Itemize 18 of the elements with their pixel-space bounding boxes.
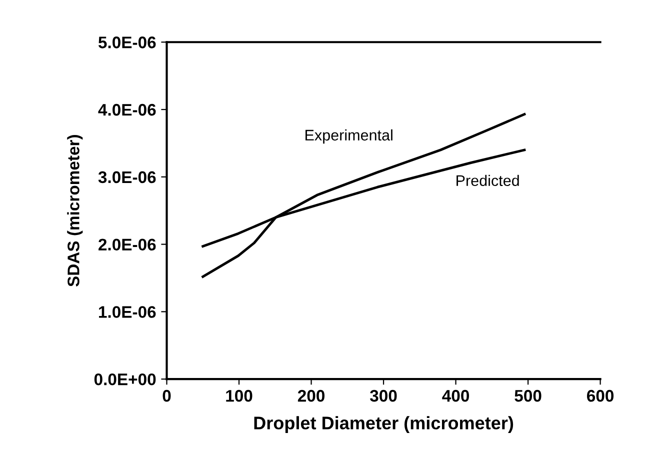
line-series bbox=[202, 112, 526, 278]
y-tick-label: 0.0E+00 bbox=[94, 373, 156, 386]
x-tick-label: 500 bbox=[514, 390, 542, 402]
series-label: Predicted bbox=[456, 174, 519, 186]
x-axis-title: Droplet Diameter (micrometer) bbox=[254, 416, 514, 433]
y-tick-label: 4.0E-06 bbox=[98, 104, 156, 116]
y-tick-label: 5.0E-06 bbox=[98, 36, 156, 48]
x-tick-label: 300 bbox=[370, 390, 397, 402]
series-label: Experimental bbox=[306, 129, 392, 144]
y-tick-label: 3.0E-06 bbox=[98, 171, 156, 184]
y-tick-label: 1.0E-06 bbox=[99, 306, 156, 318]
y-tick-label: 2.0E-06 bbox=[98, 238, 156, 250]
x-tick-label: 400 bbox=[442, 390, 470, 402]
x-tick-label: 100 bbox=[226, 390, 252, 402]
x-tick-label: 0 bbox=[162, 390, 171, 402]
x-tick-label: 600 bbox=[587, 390, 614, 402]
x-tick-label: 200 bbox=[298, 390, 324, 402]
y-axis-title: SDAS (micrometer) bbox=[67, 135, 83, 287]
